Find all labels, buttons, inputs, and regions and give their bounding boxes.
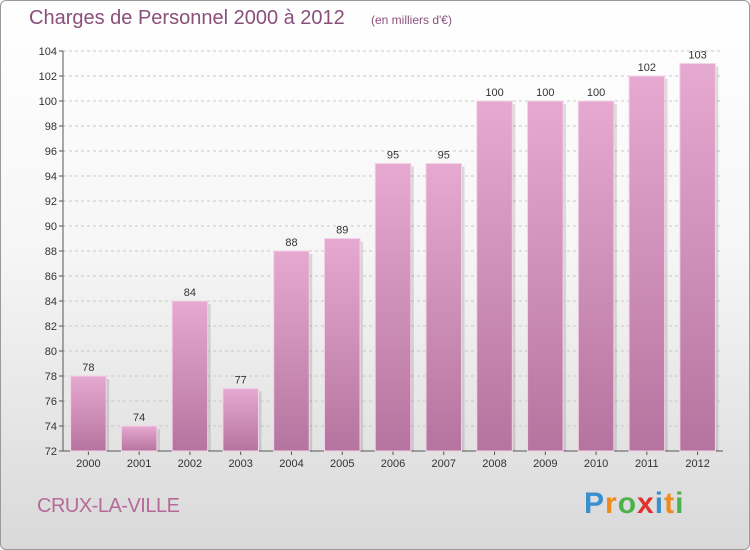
bar-2006 — [374, 163, 412, 452]
x-tick-label: 2002 — [178, 458, 202, 470]
x-tick-label: 2010 — [584, 458, 608, 470]
bar-2003 — [222, 388, 259, 452]
x-tick-label: 2009 — [533, 458, 557, 470]
x-tick-label: 2003 — [228, 458, 252, 470]
data-label: 78 — [82, 362, 94, 374]
data-label: 74 — [133, 412, 145, 424]
y-tick-label: 72 — [45, 446, 57, 458]
data-labels: 78 74 84 77 88 89 95 95 100 100 100 102 103 — [82, 50, 707, 425]
data-label: 100 — [485, 87, 503, 99]
data-label: 102 — [638, 62, 656, 74]
bar-2000 — [70, 375, 107, 452]
y-tick-label: 88 — [45, 246, 57, 258]
x-tick-label: 2000 — [76, 458, 100, 470]
y-tick-label: 90 — [45, 221, 57, 233]
x-tick-label: 2007 — [432, 458, 456, 470]
y-tick-label: 74 — [45, 421, 57, 433]
bar-2005 — [323, 238, 361, 452]
bar-2002 — [171, 300, 209, 452]
y-tick-label: 78 — [45, 371, 57, 383]
bars — [70, 63, 719, 452]
chart-title: Charges de Personnel 2000 à 2012 — [29, 7, 345, 29]
bar-2011 — [628, 75, 666, 452]
logo-letter: t — [664, 487, 676, 520]
logo-letter: i — [675, 487, 685, 520]
y-tick-label: 86 — [45, 271, 57, 283]
x-tick-label: 2012 — [685, 458, 709, 470]
y-tick-label: 96 — [45, 146, 57, 158]
y-tick-label: 102 — [39, 71, 57, 83]
y-tick-label: 80 — [45, 346, 57, 358]
logo-letter: x — [637, 487, 655, 520]
logo-letter: i — [654, 487, 665, 520]
x-tick-label: 2005 — [330, 458, 354, 470]
data-label: 103 — [688, 50, 706, 62]
y-tick-label: 100 — [39, 96, 57, 108]
x-tick-label: 2011 — [635, 458, 659, 470]
commune-name: CRUX-LA-VILLE — [37, 495, 180, 517]
data-label: 89 — [336, 225, 348, 237]
bar-2004 — [273, 250, 310, 452]
y-tick-label: 76 — [45, 396, 57, 408]
chart-subtitle: (en milliers d'€) — [371, 13, 452, 27]
data-label: 95 — [387, 150, 399, 162]
data-label: 77 — [235, 375, 247, 387]
y-tick-label: 84 — [45, 296, 57, 308]
bar-2007 — [425, 163, 463, 452]
logo-letter: P — [584, 487, 606, 520]
x-tick-label: 2004 — [279, 458, 303, 470]
bar-2012 — [679, 63, 716, 452]
bar-2001 — [120, 425, 158, 452]
data-label: 100 — [587, 87, 605, 99]
data-label: 95 — [438, 150, 450, 162]
logo-letter: r — [605, 487, 618, 520]
proxiti-logo: Proxiti — [584, 487, 684, 521]
data-label: 100 — [536, 87, 554, 99]
y-tick-label: 82 — [45, 321, 57, 333]
data-label: 88 — [285, 237, 297, 249]
logo-letter: o — [617, 487, 638, 520]
bar-2008 — [476, 100, 513, 452]
y-tick-label: 104 — [39, 46, 57, 58]
x-tick-label: 2008 — [482, 458, 506, 470]
bar-2010 — [577, 100, 615, 452]
x-tick-label: 2006 — [381, 458, 405, 470]
y-tick-label: 98 — [45, 121, 57, 133]
x-tick-label: 2001 — [127, 458, 151, 470]
data-label: 84 — [184, 287, 196, 299]
y-tick-label: 92 — [45, 196, 57, 208]
y-tick-label: 94 — [45, 171, 57, 183]
bar-2009 — [527, 100, 564, 452]
